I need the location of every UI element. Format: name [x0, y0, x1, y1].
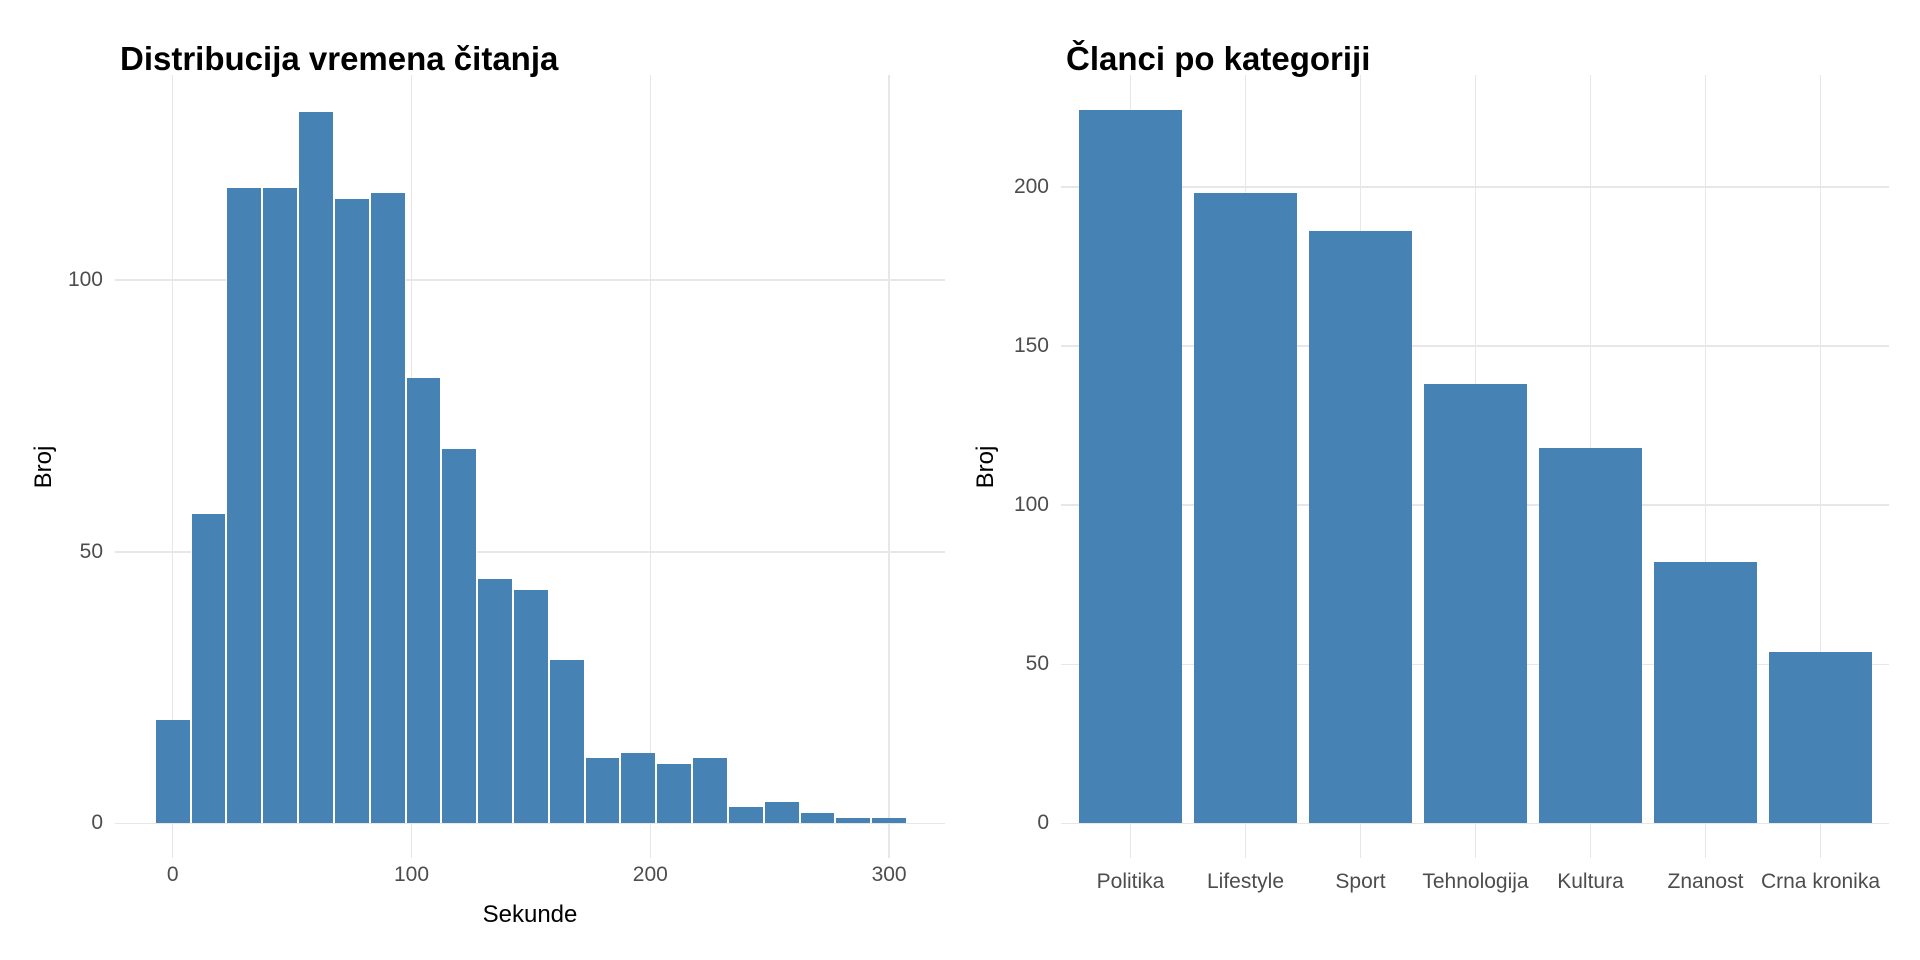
- histogram-bar: [369, 193, 406, 824]
- histogram-bar: [154, 720, 191, 824]
- y-gridline: [1061, 186, 1889, 188]
- histogram-bar: [835, 817, 872, 824]
- histogram-bar: [763, 801, 800, 824]
- x-gridline: [171, 75, 174, 858]
- histogram-bar: [656, 763, 693, 824]
- category-gridline: [1819, 75, 1822, 858]
- x-gridline: [649, 75, 652, 858]
- histogram-bar: [871, 817, 907, 824]
- y-tick-label: 0: [91, 811, 103, 835]
- x-tick-label: 300: [871, 863, 907, 886]
- x-tick-label: Sport: [1335, 870, 1386, 893]
- histogram-bar: [584, 758, 621, 824]
- y-gridline: [115, 551, 945, 553]
- category-bar: [1193, 193, 1298, 824]
- y-tick-label: 150: [1013, 333, 1049, 357]
- histogram-bar: [692, 758, 728, 824]
- x-tick-label: Lifestyle: [1206, 870, 1285, 893]
- histogram-bar: [799, 812, 836, 824]
- histogram-bar: [477, 578, 513, 824]
- x-tick-label: Crna kronika: [1760, 870, 1881, 893]
- histogram-title: Distribucija vremena čitanja: [120, 40, 559, 78]
- category-bar: [1308, 231, 1413, 824]
- y-gridline: [1061, 345, 1889, 347]
- y-tick-label: 200: [1013, 174, 1049, 198]
- x-gridline: [888, 75, 890, 858]
- histogram-bar: [548, 660, 585, 824]
- x-tick-label: 100: [393, 863, 430, 886]
- y-gridline: [1061, 822, 1889, 825]
- histogram-bar: [333, 198, 370, 824]
- y-gridline: [115, 279, 945, 281]
- histogram-bar: [405, 377, 442, 824]
- histogram-bar: [226, 187, 263, 824]
- histogram-bar: [620, 752, 657, 824]
- histogram-bar: [262, 187, 299, 824]
- histogram-bar: [190, 513, 227, 824]
- histogram-bar: [298, 111, 334, 824]
- category-bar: [1538, 447, 1643, 824]
- histogram-bar: [441, 448, 478, 824]
- y-tick-label: 50: [79, 539, 103, 563]
- x-tick-label: 0: [166, 863, 179, 886]
- histogram-x-axis-title: Sekunde: [482, 901, 578, 928]
- y-tick-label: 50: [1025, 652, 1049, 676]
- x-tick-label: Znanost: [1667, 870, 1744, 893]
- category-gridline: [1704, 75, 1707, 858]
- category-bar: [1423, 384, 1528, 824]
- x-tick-label: Politika: [1096, 870, 1165, 893]
- histogram-bar: [727, 807, 764, 824]
- y-tick-label: 100: [1013, 493, 1049, 517]
- x-tick-label: Kultura: [1557, 870, 1624, 893]
- category-bar: [1653, 562, 1758, 824]
- y-tick-label: 0: [1037, 811, 1049, 835]
- y-tick-label: 100: [67, 268, 103, 292]
- category-bar: [1768, 651, 1873, 824]
- category-bar: [1078, 110, 1183, 824]
- x-tick-label: 200: [632, 863, 668, 886]
- x-tick-label: Tehnologija: [1422, 870, 1529, 893]
- y-gridline: [115, 822, 945, 825]
- bar-chart-title: Članci po kategoriji: [1066, 40, 1371, 78]
- histogram-bar: [512, 589, 549, 824]
